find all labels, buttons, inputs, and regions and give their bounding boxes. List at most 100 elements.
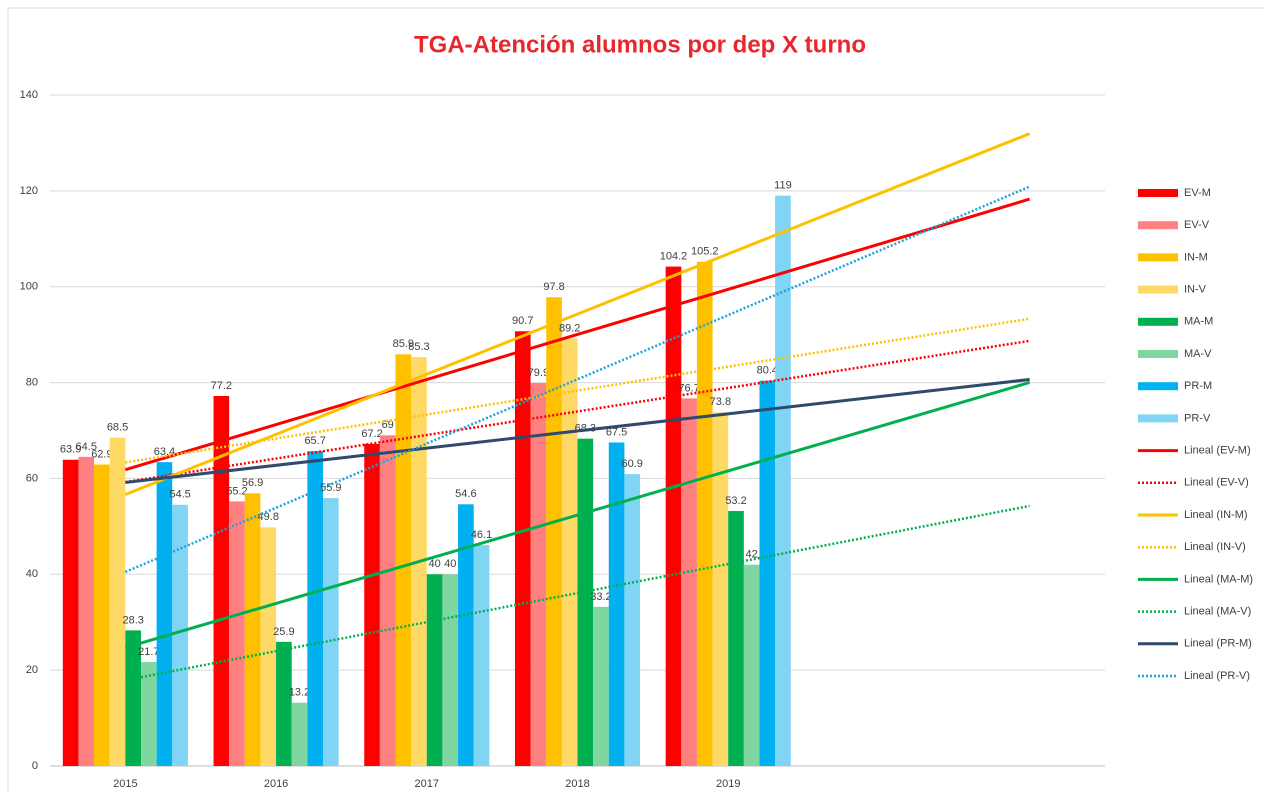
legend-label: IN-M: [1184, 251, 1208, 263]
trendline: [125, 378, 1030, 484]
bar: [395, 354, 412, 766]
bar: [94, 464, 110, 766]
data-label: 67.2: [361, 428, 382, 440]
trendline: [124, 197, 1031, 472]
data-label: 73.8: [710, 396, 731, 408]
legend-swatch: [1138, 317, 1178, 326]
data-label: 63.9: [60, 444, 81, 456]
data-label: 60.9: [622, 458, 643, 470]
x-tick-label: 2019: [716, 778, 740, 790]
bar: [696, 261, 713, 766]
data-label: 69: [382, 419, 394, 431]
x-tick-label: 2016: [264, 778, 288, 790]
legend-swatch: [1138, 350, 1178, 358]
data-label: 85.3: [408, 341, 429, 353]
x-tick-label: 2017: [415, 778, 439, 790]
bar: [561, 338, 578, 766]
data-label: 25.9: [273, 626, 294, 638]
legend-swatch: [1138, 221, 1178, 230]
legend-swatch: [1138, 189, 1178, 197]
bar: [759, 380, 776, 766]
bar: [775, 195, 791, 766]
bar: [530, 383, 547, 766]
bar: [712, 412, 729, 766]
y-tick-label: 40: [26, 568, 38, 580]
trendline: [125, 317, 1030, 464]
legend-swatch: [1138, 285, 1178, 294]
data-label: 67.5: [606, 426, 627, 438]
data-label: 85.9: [393, 338, 414, 350]
bar: [172, 504, 188, 766]
y-tick-label: 140: [20, 89, 38, 101]
data-label: 77.2: [211, 380, 232, 392]
data-label: 64.5: [76, 441, 97, 453]
bar: [577, 438, 594, 766]
bar: [743, 564, 760, 766]
bar: [229, 501, 245, 766]
data-label: 55.2: [226, 485, 247, 497]
bar: [244, 493, 261, 766]
legend-label: Lineal (PR-M): [1184, 638, 1252, 650]
bar: [140, 661, 157, 766]
trendline: [124, 381, 1031, 650]
data-label: 28.3: [122, 614, 143, 626]
legend-label: EV-M: [1184, 187, 1211, 199]
chart-title: TGA-Atención alumnos por dep X turno: [414, 31, 866, 58]
data-label: 105.2: [691, 246, 719, 258]
legend-label: Lineal (MA-M): [1184, 573, 1253, 585]
data-label: 54.5: [169, 489, 190, 501]
bar: [156, 462, 173, 766]
bar: [78, 456, 95, 766]
bar: [364, 443, 380, 766]
y-tick-label: 120: [20, 185, 38, 197]
legend-label: PR-V: [1184, 412, 1211, 424]
data-label: 68.5: [107, 422, 128, 434]
data-label: 46.1: [471, 529, 492, 541]
data-label: 53.2: [725, 495, 746, 507]
legend-label: MA-V: [1184, 348, 1212, 360]
data-label: 79.9: [528, 367, 549, 379]
legend-label: Lineal (EV-V): [1184, 477, 1249, 489]
bar: [665, 266, 682, 766]
data-label: 49.8: [258, 511, 279, 523]
y-tick-label: 80: [26, 376, 38, 388]
data-label: 40: [428, 558, 440, 570]
legend-swatch: [1138, 253, 1178, 262]
y-tick-label: 100: [20, 281, 38, 293]
bar: [546, 297, 562, 766]
bar: [473, 545, 490, 766]
bar: [307, 451, 323, 766]
data-label: 13.2: [289, 687, 310, 699]
bar: [291, 702, 308, 766]
legend-label: PR-M: [1184, 380, 1212, 392]
bar: [426, 574, 443, 766]
bar: [514, 331, 531, 766]
data-label: 90.7: [512, 315, 533, 327]
bar: [442, 574, 459, 766]
y-tick-label: 60: [26, 472, 38, 484]
bar: [62, 459, 79, 766]
bar: [681, 398, 697, 766]
data-label: 21.7: [138, 646, 159, 658]
legend-swatch: [1138, 414, 1178, 423]
legend-label: Lineal (MA-V): [1184, 606, 1251, 618]
legend-label: MA-M: [1184, 316, 1213, 328]
trendline: [125, 504, 1030, 682]
trendline: [125, 339, 1030, 484]
data-label: 62.9: [91, 448, 112, 460]
data-label: 40: [444, 558, 456, 570]
legend-swatch: [1138, 382, 1178, 391]
y-tick-label: 0: [32, 760, 38, 772]
data-label: 80.4: [757, 365, 778, 377]
bar: [458, 504, 474, 766]
bar: [624, 474, 641, 766]
legend-label: Lineal (PR-V): [1184, 670, 1250, 682]
bar: [276, 641, 292, 766]
legend-label: Lineal (IN-M): [1184, 509, 1248, 521]
legend-label: Lineal (EV-M): [1184, 445, 1251, 457]
x-tick-label: 2015: [113, 778, 137, 790]
data-label: 65.7: [304, 435, 325, 447]
bar: [125, 630, 141, 766]
legend-label: IN-V: [1184, 284, 1207, 296]
